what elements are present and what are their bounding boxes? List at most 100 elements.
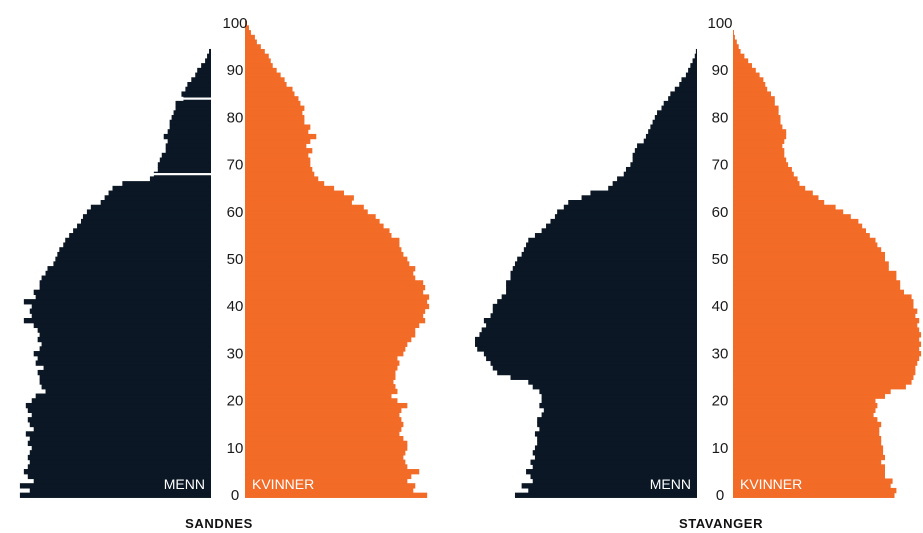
menn-bar-age-66 xyxy=(122,181,211,187)
kvinner-bar-age-78 xyxy=(733,124,783,130)
kvinner-bar-age-13 xyxy=(733,431,880,437)
menn-bar-age-82 xyxy=(175,105,211,111)
menn-bar-age-70 xyxy=(630,162,697,168)
menn-bar-age-46 xyxy=(510,275,697,281)
y-tick-label: 70 xyxy=(712,157,729,174)
gap-line-age-68 xyxy=(14,173,211,176)
menn-bar-age-67 xyxy=(617,176,697,182)
kvinner-bar-age-55 xyxy=(733,233,870,239)
kvinner-bar-age-21 xyxy=(245,393,392,399)
menn-bar-age-93 xyxy=(207,53,211,59)
menn-bar-age-15 xyxy=(537,421,697,428)
menn-bar-age-31 xyxy=(477,346,697,352)
kvinner-bar-age-39 xyxy=(245,308,426,314)
menn-bar-age-82 xyxy=(661,105,697,111)
kvinner-bar-age-96 xyxy=(733,39,737,45)
kvinner-bar-age-94 xyxy=(733,48,741,55)
menn-bar-age-22 xyxy=(45,388,211,395)
menn-bar-age-94 xyxy=(209,48,211,55)
kvinner-bar-age-23 xyxy=(245,384,396,390)
menn-bar-age-71 xyxy=(632,157,697,163)
y-tick-label: 30 xyxy=(712,345,729,362)
kvinner-bar-age-16 xyxy=(245,417,402,423)
kvinner-bar-age-34 xyxy=(733,332,922,338)
menn-label: MENN xyxy=(650,476,691,492)
y-tick-label: 30 xyxy=(227,345,244,362)
kvinner-bar-age-45 xyxy=(245,280,424,286)
menn-bar-age-28 xyxy=(35,360,211,366)
kvinner-bar-age-21 xyxy=(733,393,885,399)
kvinner-bar-age-4 xyxy=(245,473,412,480)
menn-bar-age-13 xyxy=(25,431,211,437)
menn-bar-age-14 xyxy=(33,426,212,432)
kvinner-bar-age-93 xyxy=(733,53,745,59)
menn-bar-age-89 xyxy=(685,72,697,78)
menn-bar-age-7 xyxy=(530,459,697,465)
kvinner-bar-age-84 xyxy=(245,96,299,102)
y-tick-label: 10 xyxy=(712,440,729,457)
kvinner-bar-age-14 xyxy=(245,426,402,432)
menn-label: MENN xyxy=(164,476,205,492)
menn-bar-age-77 xyxy=(648,129,697,135)
menn-bar-age-79 xyxy=(169,119,211,126)
kvinner-bar-age-41 xyxy=(245,299,428,305)
menn-bar-age-62 xyxy=(568,200,697,206)
kvinner-bar-age-28 xyxy=(245,360,400,366)
kvinner-bar-age-91 xyxy=(245,63,273,69)
kvinner-bar-age-24 xyxy=(245,379,394,385)
kvinner-bar-age-44 xyxy=(733,284,901,291)
kvinner-bar-age-88 xyxy=(245,77,285,83)
kvinner-bar-age-14 xyxy=(733,426,880,432)
kvinner-bar-age-60 xyxy=(245,209,368,215)
kvinner-bar-age-20 xyxy=(733,398,876,404)
kvinner-bar-age-85 xyxy=(245,91,295,97)
menn-bar-age-3 xyxy=(532,478,697,484)
menn-bar-age-50 xyxy=(55,256,212,262)
kvinner-bar-age-63 xyxy=(245,195,354,201)
menn-bar-age-74 xyxy=(165,143,211,149)
kvinner-bar-age-59 xyxy=(245,214,376,220)
kvinner-bar-age-75 xyxy=(245,138,311,144)
kvinner-bar-age-85 xyxy=(733,91,771,97)
menn-bar-age-87 xyxy=(679,82,697,88)
menn-bar-age-85 xyxy=(670,91,697,97)
kvinner-bar-age-95 xyxy=(245,44,261,50)
kvinner-bar-age-74 xyxy=(733,143,783,149)
menn-bar-age-48 xyxy=(47,266,211,272)
kvinner-bar-age-67 xyxy=(245,176,319,182)
menn-bar-age-92 xyxy=(692,58,697,64)
menn-bar-age-26 xyxy=(497,369,697,376)
menn-bar-age-91 xyxy=(201,63,211,69)
kvinner-bar-age-30 xyxy=(733,351,922,357)
menn-bar-age-44 xyxy=(506,284,697,291)
kvinner-bar-age-34 xyxy=(245,332,416,338)
kvinner-bar-age-42 xyxy=(733,294,912,300)
y-tick-label: 70 xyxy=(227,157,244,174)
menn-bar-age-20 xyxy=(31,398,212,404)
menn-bar-age-14 xyxy=(539,426,697,432)
kvinner-bar-age-99 xyxy=(245,25,249,31)
kvinner-bar-age-49 xyxy=(733,261,889,267)
kvinner-bar-age-70 xyxy=(245,162,311,168)
kvinner-bar-age-9 xyxy=(245,450,406,456)
kvinner-bar-age-11 xyxy=(245,440,408,447)
menn-bar-age-39 xyxy=(492,308,697,314)
menn-bar-age-4 xyxy=(530,473,697,480)
menn-bar-age-81 xyxy=(173,110,211,116)
menn-bar-age-50 xyxy=(517,256,697,262)
menn-bar-age-65 xyxy=(608,185,697,192)
kvinner-bar-age-65 xyxy=(245,185,335,192)
kvinner-bar-age-53 xyxy=(245,242,400,248)
menn-bar-age-56 xyxy=(73,228,211,234)
kvinner-bar-age-91 xyxy=(733,63,752,69)
gap-line-age-84 xyxy=(14,97,211,100)
kvinner-bar-age-3 xyxy=(245,478,408,484)
menn-bar-age-73 xyxy=(165,148,211,154)
menn-bar-age-5 xyxy=(526,469,697,475)
kvinner-bar-age-13 xyxy=(245,431,400,437)
kvinner-bar-age-48 xyxy=(245,266,416,272)
kvinner-bar-age-62 xyxy=(245,200,352,206)
kvinner-bar-age-83 xyxy=(245,100,301,107)
kvinner-bar-age-75 xyxy=(733,138,785,144)
